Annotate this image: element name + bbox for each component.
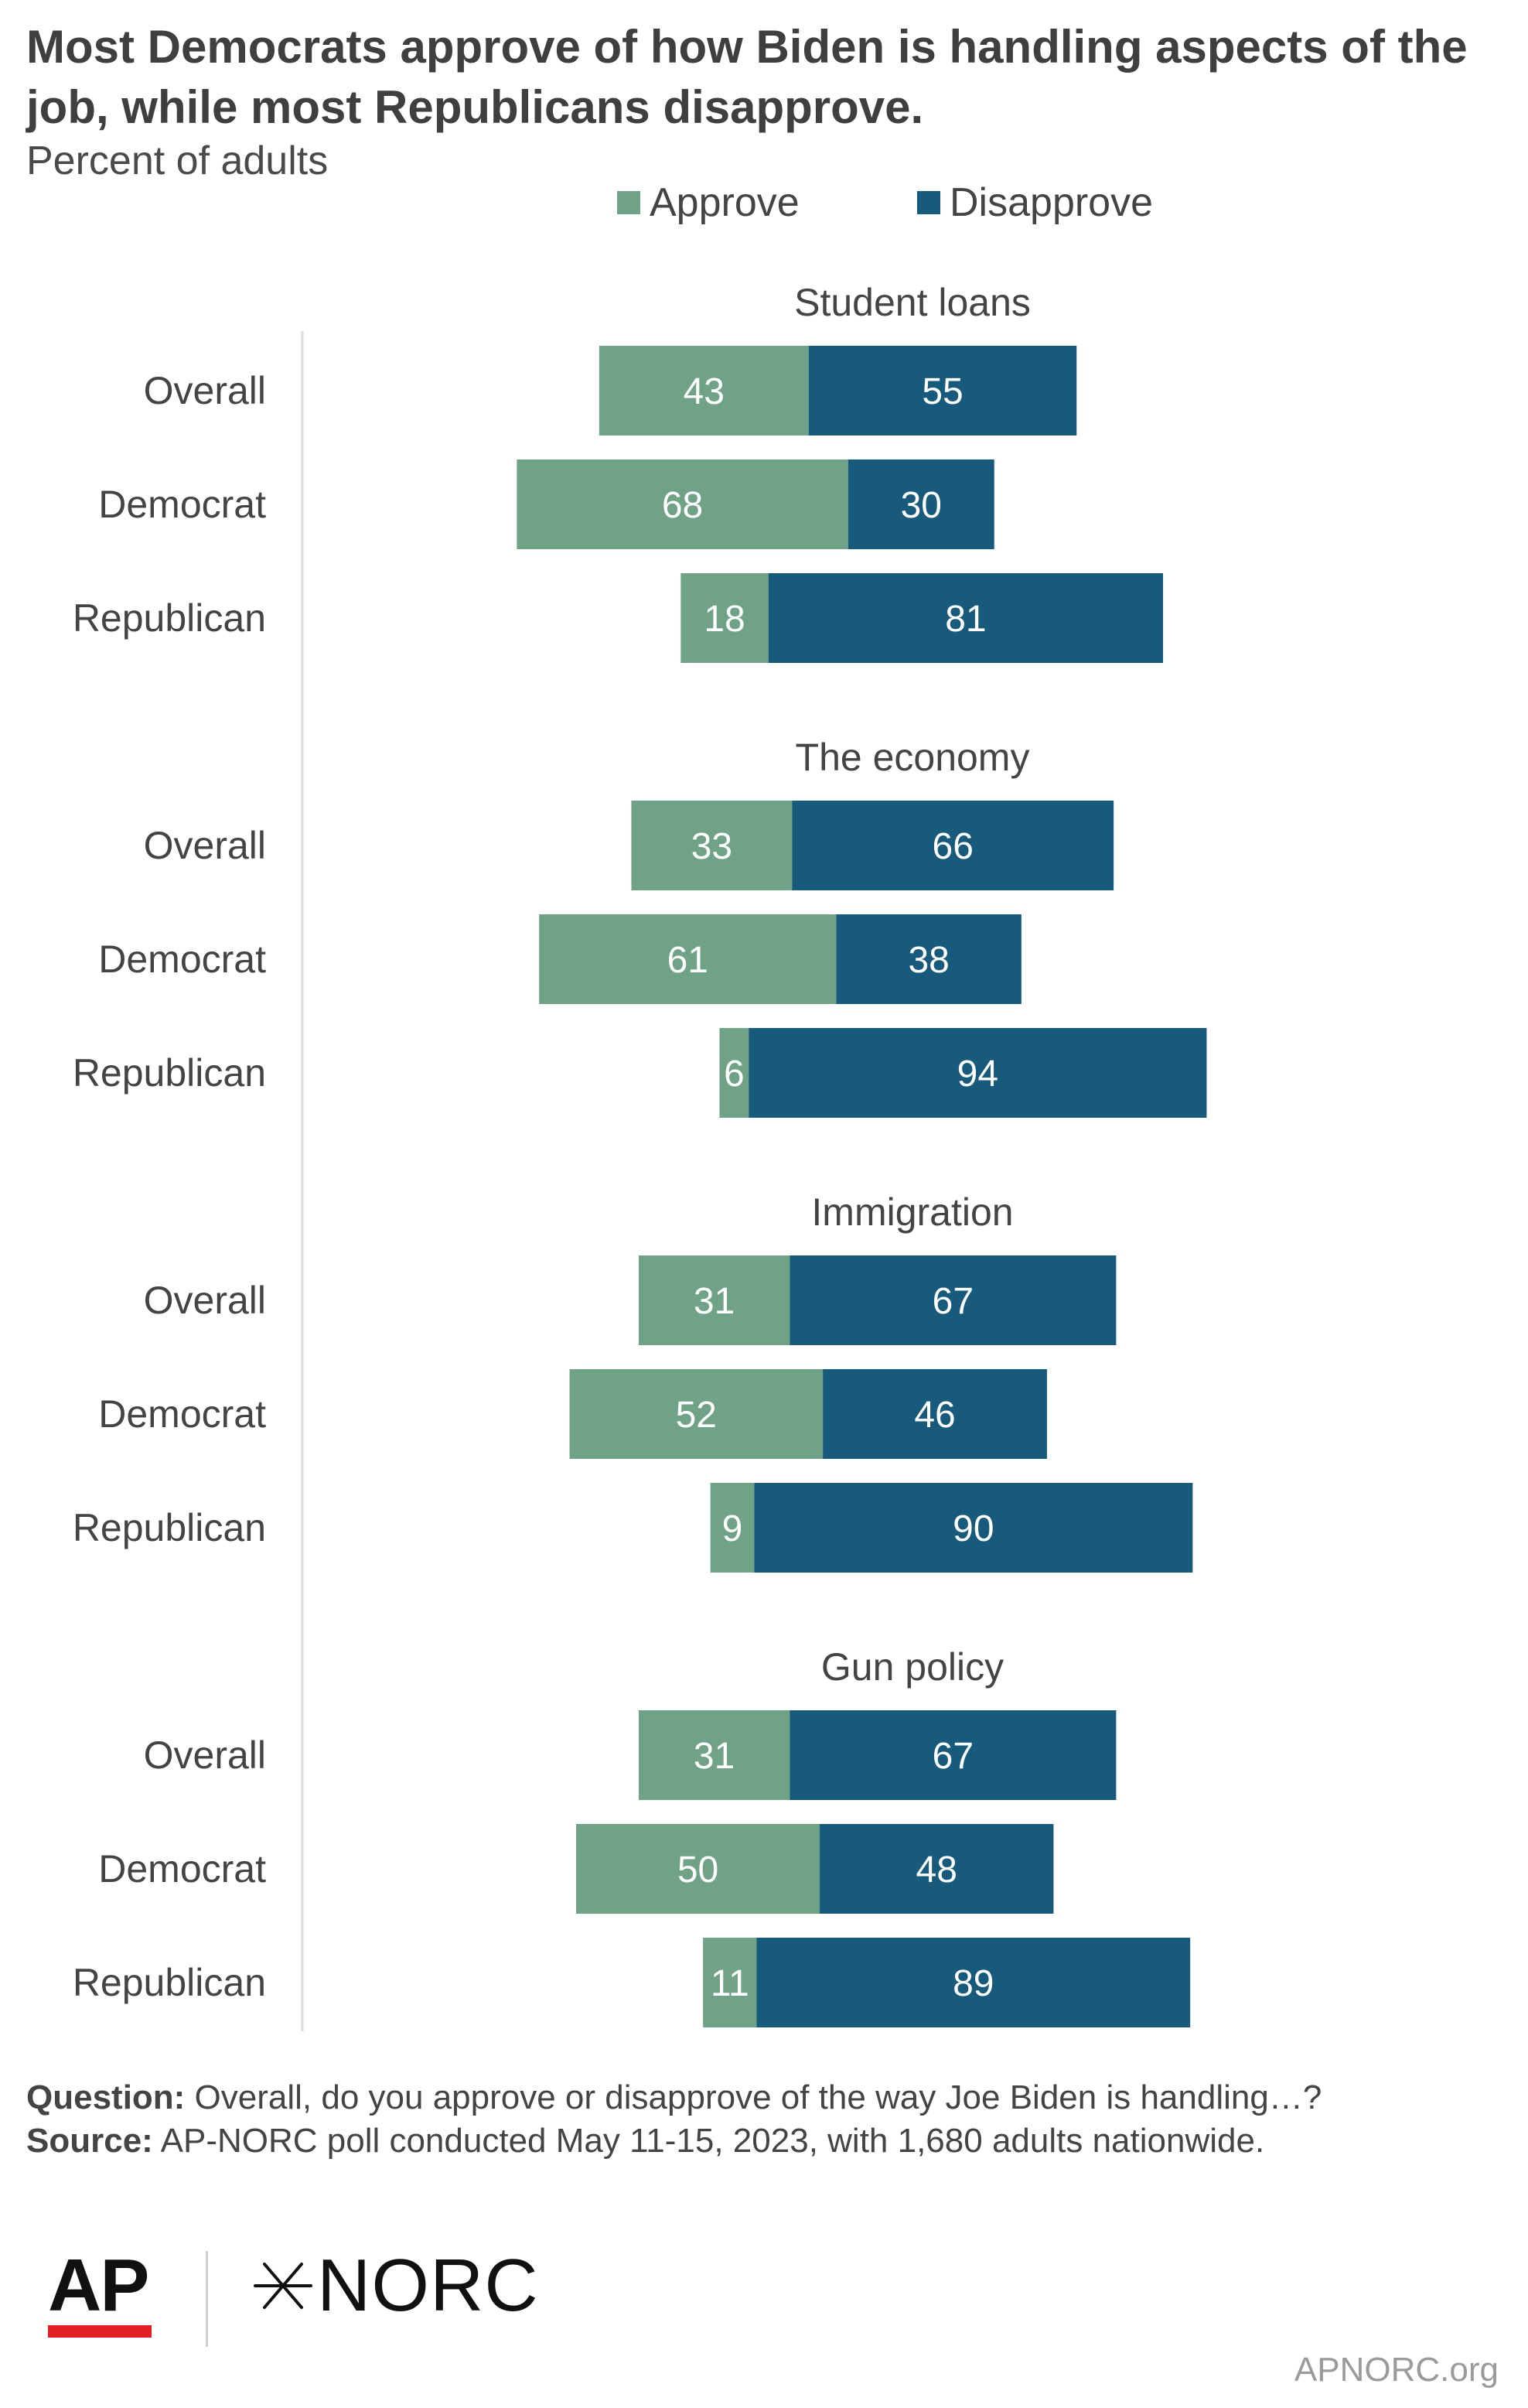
data-label-disapprove: 67	[933, 1736, 974, 1777]
bar-disapprove	[790, 1710, 1117, 1800]
bar-disapprove	[848, 459, 994, 549]
data-label-approve: 6	[724, 1054, 745, 1095]
ap-logo-underline	[48, 2325, 152, 2338]
norc-star-icon	[254, 2263, 312, 2309]
legend-swatch-approve	[617, 191, 640, 214]
logo-divider	[206, 2251, 208, 2347]
source-note: Source: AP-NORC poll conducted May 11-15…	[26, 2119, 1264, 2163]
bar-approve	[517, 459, 848, 549]
row-label: Democrat	[98, 938, 266, 981]
bar-approve	[599, 346, 809, 435]
row-label: Democrat	[98, 483, 266, 526]
data-label-disapprove: 67	[933, 1281, 974, 1322]
bar-disapprove	[808, 346, 1077, 435]
data-label-approve: 11	[711, 1963, 749, 2004]
row-label: Overall	[144, 1279, 266, 1322]
chart-subtitle: Percent of adults	[26, 138, 329, 183]
data-label-approve: 50	[677, 1850, 718, 1891]
ap-logo: AP	[48, 2244, 149, 2327]
row-label: Republican	[73, 1051, 266, 1095]
data-label-approve: 52	[676, 1395, 717, 1436]
data-label-disapprove: 89	[953, 1963, 994, 2004]
source-label: Source:	[26, 2122, 153, 2160]
data-label-approve: 18	[704, 599, 745, 640]
stacked-bar-chart: Student loans Overall 43 55 Democrat 68 30 Repu…	[73, 281, 1207, 2031]
question-text: Overall, do you approve or disapprove of…	[185, 2078, 1322, 2116]
data-label-disapprove: 48	[916, 1850, 957, 1891]
data-label-approve: 31	[694, 1281, 735, 1322]
data-label-approve: 43	[684, 371, 725, 412]
site-url: APNORC.org	[1294, 2351, 1499, 2389]
bar-disapprove	[754, 1483, 1193, 1573]
bar-approve	[710, 1483, 755, 1573]
bar-disapprove	[749, 1028, 1207, 1118]
data-label-disapprove: 55	[922, 371, 963, 412]
bar-disapprove	[790, 1255, 1117, 1345]
group-title: The economy	[796, 736, 1030, 779]
row-label: Republican	[73, 596, 266, 640]
bar-disapprove	[820, 1824, 1054, 1914]
data-label-approve: 68	[662, 485, 703, 526]
group-title: Student loans	[794, 281, 1031, 324]
question-label: Question:	[26, 2078, 186, 2116]
bar-approve	[638, 1255, 790, 1345]
legend-item-disapprove: Disapprove	[917, 178, 1153, 227]
bar-approve	[719, 1028, 749, 1118]
source-text: AP-NORC poll conducted May 11-15, 2023, …	[152, 2122, 1265, 2160]
bar-approve	[576, 1824, 820, 1914]
row-label: Republican	[73, 1506, 266, 1549]
data-label-disapprove: 94	[957, 1054, 998, 1095]
bar-approve	[539, 914, 837, 1004]
row-label: Republican	[73, 1961, 266, 2004]
bar-disapprove	[823, 1369, 1047, 1459]
bar-disapprove	[756, 1938, 1191, 2027]
norc-logo: NORC	[252, 2243, 539, 2328]
data-label-approve: 9	[722, 1508, 743, 1549]
row-label: Democrat	[98, 1392, 266, 1436]
chart-title: Most Democrats approve of how Biden is h…	[26, 21, 1468, 133]
bar-disapprove	[836, 914, 1022, 1004]
row-label: Overall	[144, 1733, 266, 1777]
data-label-disapprove: 90	[953, 1508, 994, 1549]
question-note: Question: Overall, do you approve or dis…	[26, 2076, 1322, 2119]
bar-approve	[631, 801, 793, 890]
data-label-approve: 33	[691, 826, 732, 867]
bar-approve	[703, 1938, 757, 2027]
group-title: Gun policy	[821, 1645, 1004, 1689]
bar-disapprove	[768, 573, 1164, 663]
bar-approve	[569, 1369, 824, 1459]
bar-approve	[680, 573, 769, 663]
row-label: Democrat	[98, 1847, 266, 1891]
legend-label-disapprove: Disapprove	[950, 180, 1154, 225]
norc-logo-text: NORC	[317, 2244, 539, 2327]
data-label-approve: 61	[667, 940, 708, 981]
data-label-disapprove: 38	[908, 940, 949, 981]
row-label: Overall	[144, 824, 266, 867]
legend-swatch-disapprove	[917, 191, 940, 214]
bar-disapprove	[792, 801, 1114, 890]
data-label-disapprove: 81	[945, 599, 986, 640]
legend: Approve Disapprove	[0, 178, 1528, 227]
legend-item-approve: Approve	[617, 178, 800, 227]
data-label-disapprove: 66	[933, 826, 974, 867]
row-label: Overall	[144, 369, 266, 412]
bar-approve	[638, 1710, 790, 1800]
legend-label-approve: Approve	[650, 180, 800, 225]
data-label-approve: 31	[694, 1736, 735, 1777]
data-label-disapprove: 30	[901, 485, 942, 526]
group-title: Immigration	[811, 1190, 1013, 1234]
data-label-disapprove: 46	[914, 1395, 955, 1436]
